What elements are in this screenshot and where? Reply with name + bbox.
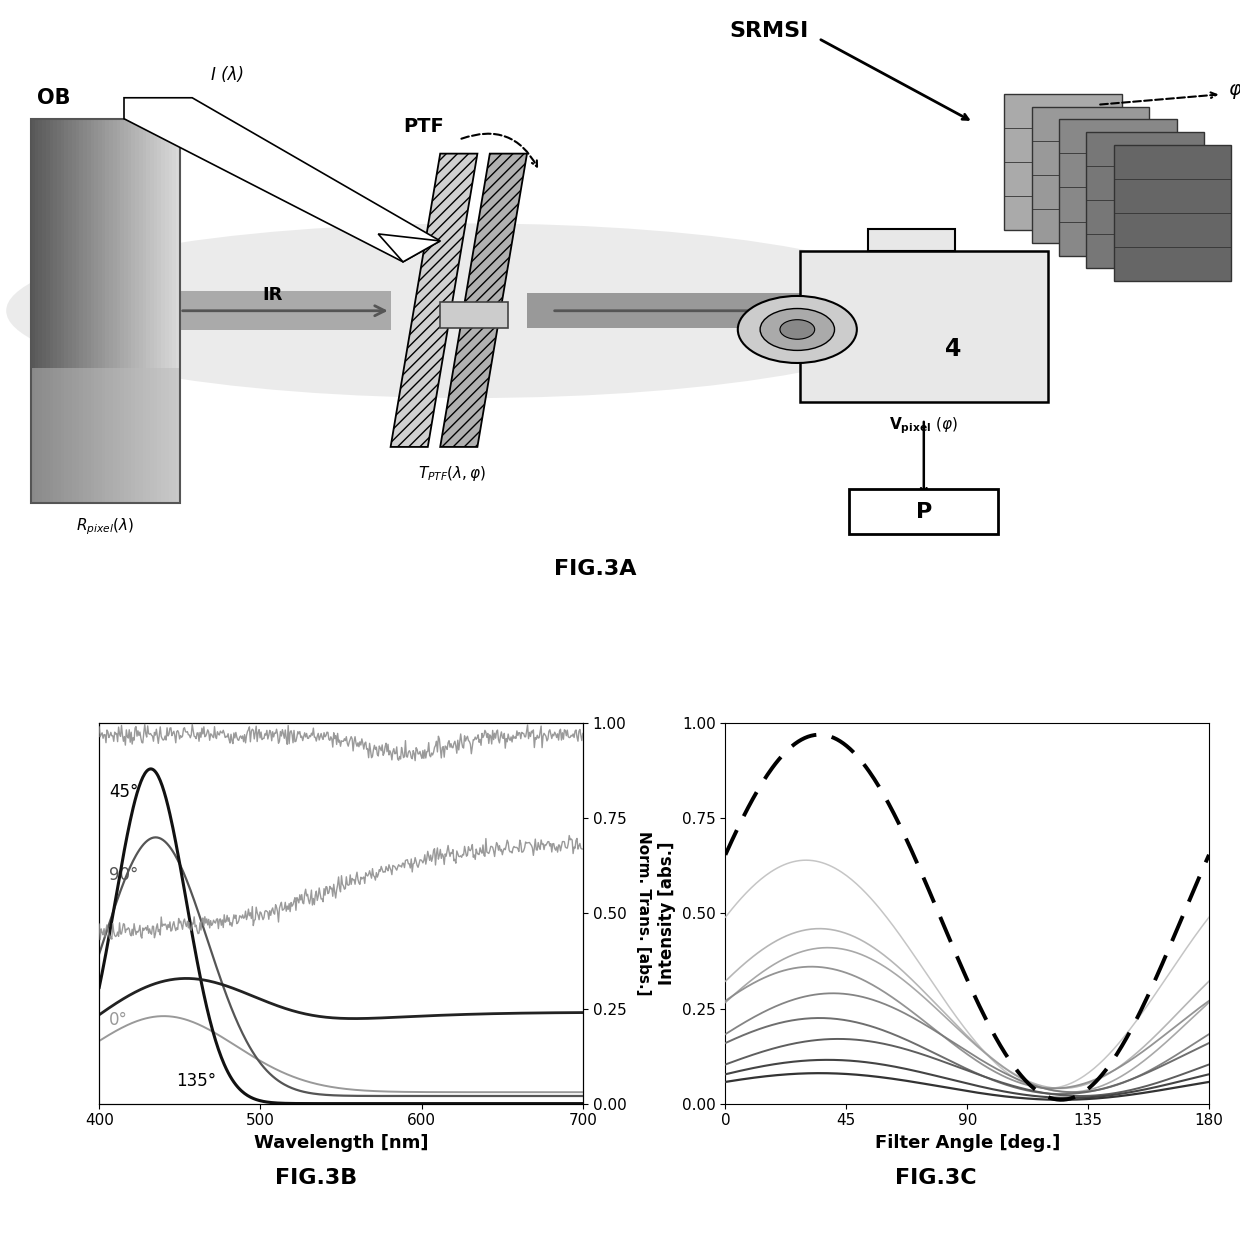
X-axis label: Wavelength [nm]: Wavelength [nm]: [254, 1134, 428, 1152]
Bar: [180, 292, 391, 330]
Bar: [109, 118, 113, 503]
Bar: [135, 118, 139, 503]
Text: P: P: [915, 501, 932, 521]
Bar: [128, 118, 131, 503]
Bar: [31, 118, 180, 503]
Bar: [124, 118, 128, 503]
Text: 135°: 135°: [176, 1071, 217, 1090]
Bar: [139, 118, 143, 503]
Text: SRMSI: SRMSI: [729, 21, 808, 41]
Bar: [91, 118, 94, 503]
Bar: [172, 118, 176, 503]
Bar: [64, 118, 68, 503]
Text: FIG.3B: FIG.3B: [275, 1168, 357, 1188]
Bar: [120, 118, 124, 503]
Bar: [849, 489, 998, 534]
Bar: [165, 118, 169, 503]
Circle shape: [738, 296, 857, 363]
Bar: [68, 118, 72, 503]
Bar: [800, 252, 1048, 402]
Text: $\mathbf{V_{pixel}}$ $(\varphi)$: $\mathbf{V_{pixel}}$ $(\varphi)$: [889, 415, 959, 436]
Bar: [161, 118, 165, 503]
Bar: [169, 118, 172, 503]
Bar: [143, 118, 146, 503]
Bar: [1059, 120, 1177, 256]
Bar: [157, 118, 161, 503]
Polygon shape: [378, 234, 440, 262]
Circle shape: [760, 308, 835, 350]
Bar: [94, 118, 98, 503]
Bar: [98, 118, 102, 503]
Bar: [440, 302, 508, 328]
Text: IR: IR: [263, 286, 283, 304]
Text: I (λ): I (λ): [211, 66, 244, 84]
Text: $R_{pixel}$$(\lambda)$: $R_{pixel}$$(\lambda)$: [77, 516, 134, 537]
Text: 90°: 90°: [109, 867, 138, 884]
Text: $T_{PTF}$$(\lambda,\varphi)$: $T_{PTF}$$(\lambda,\varphi)$: [418, 464, 487, 484]
Bar: [50, 118, 53, 503]
Y-axis label: Intensity [abs.]: Intensity [abs.]: [658, 842, 676, 985]
Text: 4: 4: [945, 337, 962, 360]
Ellipse shape: [6, 223, 936, 398]
Text: FIG.3A: FIG.3A: [554, 559, 636, 579]
Bar: [31, 118, 35, 503]
Bar: [87, 118, 91, 503]
Bar: [868, 229, 955, 252]
Bar: [38, 118, 42, 503]
Circle shape: [780, 319, 815, 339]
Bar: [527, 293, 800, 328]
Bar: [76, 118, 79, 503]
Bar: [131, 118, 135, 503]
Bar: [176, 118, 180, 503]
Bar: [154, 118, 157, 503]
Bar: [79, 118, 83, 503]
Bar: [1114, 145, 1231, 281]
Y-axis label: Norm. Trans. [abs.]: Norm. Trans. [abs.]: [636, 832, 651, 995]
Text: 0°: 0°: [109, 1011, 128, 1029]
X-axis label: Filter Angle [deg.]: Filter Angle [deg.]: [874, 1134, 1060, 1152]
Bar: [46, 118, 50, 503]
Text: FIG.3C: FIG.3C: [895, 1168, 977, 1188]
Bar: [1032, 107, 1149, 243]
Polygon shape: [391, 153, 477, 446]
Bar: [102, 118, 105, 503]
Bar: [35, 118, 38, 503]
Text: 45°: 45°: [109, 783, 138, 801]
Polygon shape: [440, 153, 527, 446]
Bar: [53, 118, 57, 503]
Text: OB: OB: [37, 89, 71, 108]
Text: φ: φ: [1228, 80, 1240, 99]
Bar: [57, 118, 61, 503]
Polygon shape: [124, 97, 440, 262]
Bar: [150, 118, 154, 503]
Text: PTF: PTF: [403, 117, 444, 136]
Bar: [83, 118, 87, 503]
Bar: [117, 118, 120, 503]
Bar: [1004, 95, 1122, 231]
Bar: [31, 368, 180, 503]
Bar: [42, 118, 46, 503]
Bar: [146, 118, 150, 503]
Bar: [113, 118, 117, 503]
Bar: [105, 118, 109, 503]
Bar: [61, 118, 64, 503]
Bar: [1086, 132, 1204, 268]
Bar: [72, 118, 76, 503]
